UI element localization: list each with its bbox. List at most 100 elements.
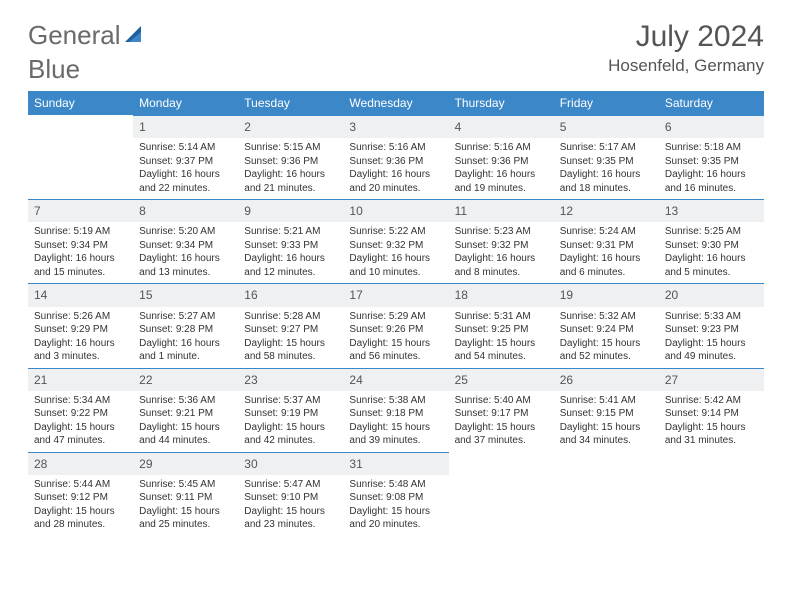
weekday-header: Monday [133,91,238,115]
day-detail-line: and 19 minutes. [455,182,548,196]
day-detail-line: Sunrise: 5:20 AM [139,225,232,239]
day-detail-line: Sunset: 9:32 PM [455,239,548,253]
day-detail-line: and 34 minutes. [560,434,653,448]
day-detail-line: Daylight: 15 hours [349,421,442,435]
calendar-day-cell: 5Sunrise: 5:17 AMSunset: 9:35 PMDaylight… [554,115,659,199]
calendar-table: SundayMondayTuesdayWednesdayThursdayFrid… [28,91,764,536]
day-detail-line: Daylight: 16 hours [455,252,548,266]
day-details: Sunrise: 5:42 AMSunset: 9:14 PMDaylight:… [659,391,764,452]
day-details: Sunrise: 5:34 AMSunset: 9:22 PMDaylight:… [28,391,133,452]
day-detail-line: Sunrise: 5:36 AM [139,394,232,408]
day-details: Sunrise: 5:27 AMSunset: 9:28 PMDaylight:… [133,307,238,368]
day-details: Sunrise: 5:47 AMSunset: 9:10 PMDaylight:… [238,475,343,536]
day-detail-line: and 20 minutes. [349,518,442,532]
day-detail-line: Daylight: 16 hours [34,252,127,266]
day-number: 17 [343,283,448,306]
day-detail-line: Daylight: 16 hours [560,252,653,266]
weekday-header-row: SundayMondayTuesdayWednesdayThursdayFrid… [28,91,764,115]
day-detail-line: Daylight: 16 hours [139,337,232,351]
day-details: Sunrise: 5:41 AMSunset: 9:15 PMDaylight:… [554,391,659,452]
calendar-day-cell: 18Sunrise: 5:31 AMSunset: 9:25 PMDayligh… [449,283,554,367]
day-detail-line: Sunrise: 5:29 AM [349,310,442,324]
day-detail-line: and 52 minutes. [560,350,653,364]
day-detail-line: Daylight: 15 hours [244,337,337,351]
weekday-header: Saturday [659,91,764,115]
day-details: Sunrise: 5:22 AMSunset: 9:32 PMDaylight:… [343,222,448,283]
calendar-day-cell: 1Sunrise: 5:14 AMSunset: 9:37 PMDaylight… [133,115,238,199]
day-detail-line: and 54 minutes. [455,350,548,364]
weekday-header: Friday [554,91,659,115]
day-detail-line: Sunset: 9:36 PM [455,155,548,169]
day-detail-line: Daylight: 15 hours [560,421,653,435]
day-details: Sunrise: 5:48 AMSunset: 9:08 PMDaylight:… [343,475,448,536]
day-detail-line: Sunrise: 5:42 AM [665,394,758,408]
day-detail-line: Sunset: 9:34 PM [139,239,232,253]
day-detail-line: and 37 minutes. [455,434,548,448]
day-detail-line: Daylight: 16 hours [349,252,442,266]
day-detail-line: Sunset: 9:19 PM [244,407,337,421]
calendar-day-cell [659,452,764,536]
day-detail-line: Daylight: 16 hours [349,168,442,182]
day-detail-line: Sunset: 9:25 PM [455,323,548,337]
day-details: Sunrise: 5:45 AMSunset: 9:11 PMDaylight:… [133,475,238,536]
day-detail-line: and 22 minutes. [139,182,232,196]
day-detail-line: and 28 minutes. [34,518,127,532]
day-number: 13 [659,199,764,222]
day-details: Sunrise: 5:26 AMSunset: 9:29 PMDaylight:… [28,307,133,368]
day-number: 11 [449,199,554,222]
day-number: 2 [238,115,343,138]
day-detail-line: Sunset: 9:34 PM [34,239,127,253]
day-detail-line: and 25 minutes. [139,518,232,532]
day-number: 26 [554,368,659,391]
day-number: 29 [133,452,238,475]
calendar-day-cell: 17Sunrise: 5:29 AMSunset: 9:26 PMDayligh… [343,283,448,367]
sail-icon [125,20,145,51]
calendar-day-cell [449,452,554,536]
day-detail-line: Sunset: 9:33 PM [244,239,337,253]
day-detail-line: Daylight: 16 hours [139,252,232,266]
calendar-day-cell: 22Sunrise: 5:36 AMSunset: 9:21 PMDayligh… [133,368,238,452]
calendar-day-cell: 3Sunrise: 5:16 AMSunset: 9:36 PMDaylight… [343,115,448,199]
day-detail-line: Sunset: 9:35 PM [665,155,758,169]
day-detail-line: and 21 minutes. [244,182,337,196]
calendar-day-cell: 25Sunrise: 5:40 AMSunset: 9:17 PMDayligh… [449,368,554,452]
day-details: Sunrise: 5:44 AMSunset: 9:12 PMDaylight:… [28,475,133,536]
page-title: July 2024 [608,20,764,54]
day-detail-line: Sunrise: 5:38 AM [349,394,442,408]
day-detail-line: Sunrise: 5:21 AM [244,225,337,239]
logo-text-part2: Blue [28,54,764,85]
day-detail-line: Sunset: 9:27 PM [244,323,337,337]
day-details: Sunrise: 5:23 AMSunset: 9:32 PMDaylight:… [449,222,554,283]
calendar-day-cell: 6Sunrise: 5:18 AMSunset: 9:35 PMDaylight… [659,115,764,199]
day-detail-line: Sunset: 9:31 PM [560,239,653,253]
day-detail-line: Sunset: 9:11 PM [139,491,232,505]
day-detail-line: Sunset: 9:36 PM [244,155,337,169]
logo-text-part1: General [28,20,121,51]
calendar-day-cell: 31Sunrise: 5:48 AMSunset: 9:08 PMDayligh… [343,452,448,536]
day-detail-line: Sunset: 9:12 PM [34,491,127,505]
day-detail-line: Sunset: 9:08 PM [349,491,442,505]
day-detail-line: and 44 minutes. [139,434,232,448]
day-number: 31 [343,452,448,475]
day-detail-line: Daylight: 15 hours [139,505,232,519]
calendar-day-cell: 23Sunrise: 5:37 AMSunset: 9:19 PMDayligh… [238,368,343,452]
day-detail-line: and 58 minutes. [244,350,337,364]
day-detail-line: Daylight: 15 hours [244,505,337,519]
day-detail-line: and 47 minutes. [34,434,127,448]
day-detail-line: Daylight: 15 hours [665,421,758,435]
day-detail-line: Sunrise: 5:18 AM [665,141,758,155]
day-detail-line: Sunset: 9:36 PM [349,155,442,169]
day-detail-line: Sunset: 9:10 PM [244,491,337,505]
day-detail-line: and 42 minutes. [244,434,337,448]
day-number: 10 [343,199,448,222]
calendar-day-cell [28,115,133,199]
calendar-day-cell: 2Sunrise: 5:15 AMSunset: 9:36 PMDaylight… [238,115,343,199]
day-detail-line: and 13 minutes. [139,266,232,280]
day-detail-line: Sunrise: 5:32 AM [560,310,653,324]
calendar-week-row: 14Sunrise: 5:26 AMSunset: 9:29 PMDayligh… [28,283,764,367]
day-detail-line: Sunset: 9:15 PM [560,407,653,421]
day-details: Sunrise: 5:14 AMSunset: 9:37 PMDaylight:… [133,138,238,199]
day-detail-line: Daylight: 15 hours [34,505,127,519]
day-detail-line: Sunrise: 5:31 AM [455,310,548,324]
calendar-day-cell: 11Sunrise: 5:23 AMSunset: 9:32 PMDayligh… [449,199,554,283]
